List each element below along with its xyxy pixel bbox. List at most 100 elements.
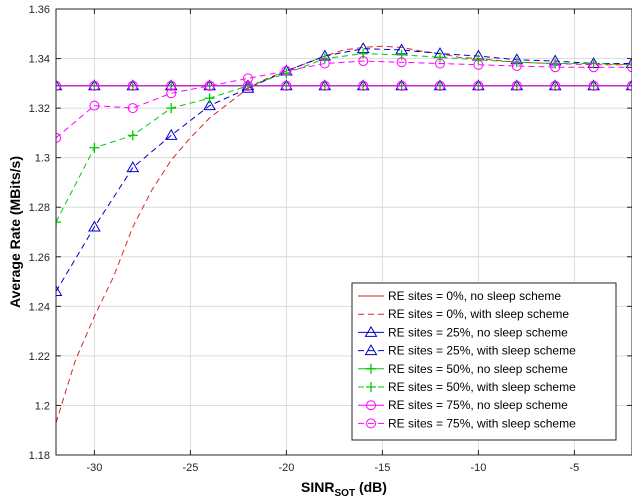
legend-item: RE sites = 75%, with sleep scheme xyxy=(358,416,576,430)
legend-label: RE sites = 25%, with sleep scheme xyxy=(388,344,576,358)
data-point xyxy=(127,103,138,114)
legend-marker xyxy=(364,344,378,356)
data-point xyxy=(203,99,216,111)
data-point xyxy=(625,57,632,69)
data-point xyxy=(243,73,253,84)
data-point xyxy=(243,80,253,91)
legend-marker xyxy=(366,363,376,374)
legend-label: RE sites = 0%, with sleep scheme xyxy=(388,307,569,321)
data-point xyxy=(625,79,632,91)
series-6 xyxy=(56,80,632,91)
data-point xyxy=(281,65,292,76)
x-axis-label-unit: (dB) xyxy=(355,479,387,495)
data-point xyxy=(56,132,61,143)
y-tick-label: 1.34 xyxy=(29,54,50,66)
x-tick-label: -15 xyxy=(374,462,390,474)
y-tick-label: 1.3 xyxy=(35,153,50,165)
data-point xyxy=(588,62,599,73)
data-point xyxy=(56,217,61,228)
x-axis-label-subscript: SOT xyxy=(335,488,356,499)
y-tick-label: 1.2 xyxy=(35,400,50,412)
data-point xyxy=(627,80,632,91)
y-axis-label: Average Rate (MBits/s) xyxy=(7,156,23,308)
data-point xyxy=(588,80,599,91)
x-axis-label: SINRSOT (dB) xyxy=(301,479,387,499)
legend-label: RE sites = 25%, no sleep scheme xyxy=(388,325,568,339)
data-point xyxy=(126,161,140,173)
data-point xyxy=(88,220,101,232)
data-point xyxy=(89,100,100,111)
legend-item: RE sites = 25%, no sleep scheme xyxy=(358,325,568,339)
ticks: -30-25-20-15-10-501.181.21.221.241.261.2… xyxy=(29,4,632,474)
y-tick-label: 1.24 xyxy=(29,301,50,313)
data-point xyxy=(164,128,178,140)
y-tick-label: 1.36 xyxy=(29,4,50,16)
legend-item: RE sites = 0%, with sleep scheme xyxy=(358,307,569,321)
data-point xyxy=(511,60,522,71)
legend: RE sites = 0%, no sleep scheme RE sites =… xyxy=(351,282,617,441)
y-tick-label: 1.22 xyxy=(29,351,50,363)
legend-label: RE sites = 50%, no sleep scheme xyxy=(388,362,568,376)
x-tick-label: -20 xyxy=(278,462,294,474)
plot-frame xyxy=(55,8,632,456)
data-point xyxy=(56,284,63,296)
data-point xyxy=(435,52,445,63)
legend-item: RE sites = 50%, with sleep scheme xyxy=(358,380,576,394)
data-point xyxy=(319,80,330,91)
data-point xyxy=(319,58,330,69)
data-point xyxy=(473,80,484,91)
data-point xyxy=(358,56,369,67)
y-tick-label: 1.18 xyxy=(29,450,50,462)
data-point xyxy=(166,80,177,91)
data-point xyxy=(396,80,407,91)
data-point xyxy=(358,80,369,91)
series-7 xyxy=(56,56,632,143)
legend-item: RE sites = 50%, no sleep scheme xyxy=(358,362,568,376)
legend-box xyxy=(351,282,617,441)
data-point xyxy=(435,80,445,91)
legend-label: RE sites = 75%, no sleep scheme xyxy=(388,398,568,412)
data-point xyxy=(627,62,632,73)
data-point xyxy=(56,79,63,91)
legend-marker xyxy=(366,382,376,392)
x-tick-label: -25 xyxy=(182,462,198,474)
data-point xyxy=(127,130,138,141)
data-point xyxy=(511,80,522,91)
x-tick-label: -30 xyxy=(86,462,102,474)
series-line xyxy=(56,60,632,139)
data-point xyxy=(166,103,177,114)
data-point xyxy=(204,80,215,91)
legend-item: RE sites = 25%, with sleep scheme xyxy=(358,344,576,358)
data-point xyxy=(473,59,484,70)
data-point xyxy=(435,58,445,69)
legend-item: RE sites = 0%, no sleep scheme xyxy=(358,289,561,303)
y-tick-label: 1.28 xyxy=(29,202,50,214)
data-point xyxy=(550,62,561,73)
x-tick-label: -10 xyxy=(470,462,486,474)
data-point xyxy=(89,142,100,153)
series-line xyxy=(56,53,632,223)
x-tick-label: -5 xyxy=(570,462,580,474)
data-point xyxy=(89,80,100,91)
y-tick-label: 1.26 xyxy=(29,252,50,264)
data-point xyxy=(627,59,632,70)
legend-label: RE sites = 75%, with sleep scheme xyxy=(388,416,576,430)
data-point xyxy=(166,88,177,99)
data-point xyxy=(396,57,407,68)
data-point xyxy=(127,80,138,91)
legend-marker xyxy=(366,400,376,411)
x-axis-label-main: SINR xyxy=(301,479,334,495)
data-point xyxy=(56,80,61,91)
data-point xyxy=(550,80,561,91)
series-layer xyxy=(56,42,632,423)
series-line xyxy=(56,45,632,423)
legend-label: RE sites = 50%, with sleep scheme xyxy=(388,380,576,394)
legend-item: RE sites = 75%, no sleep scheme xyxy=(358,398,568,412)
y-tick-label: 1.32 xyxy=(29,103,50,115)
series-1 xyxy=(56,45,632,423)
legend-marker xyxy=(364,325,378,337)
data-point xyxy=(281,68,292,79)
legend-marker xyxy=(366,418,376,429)
data-point xyxy=(241,81,255,93)
